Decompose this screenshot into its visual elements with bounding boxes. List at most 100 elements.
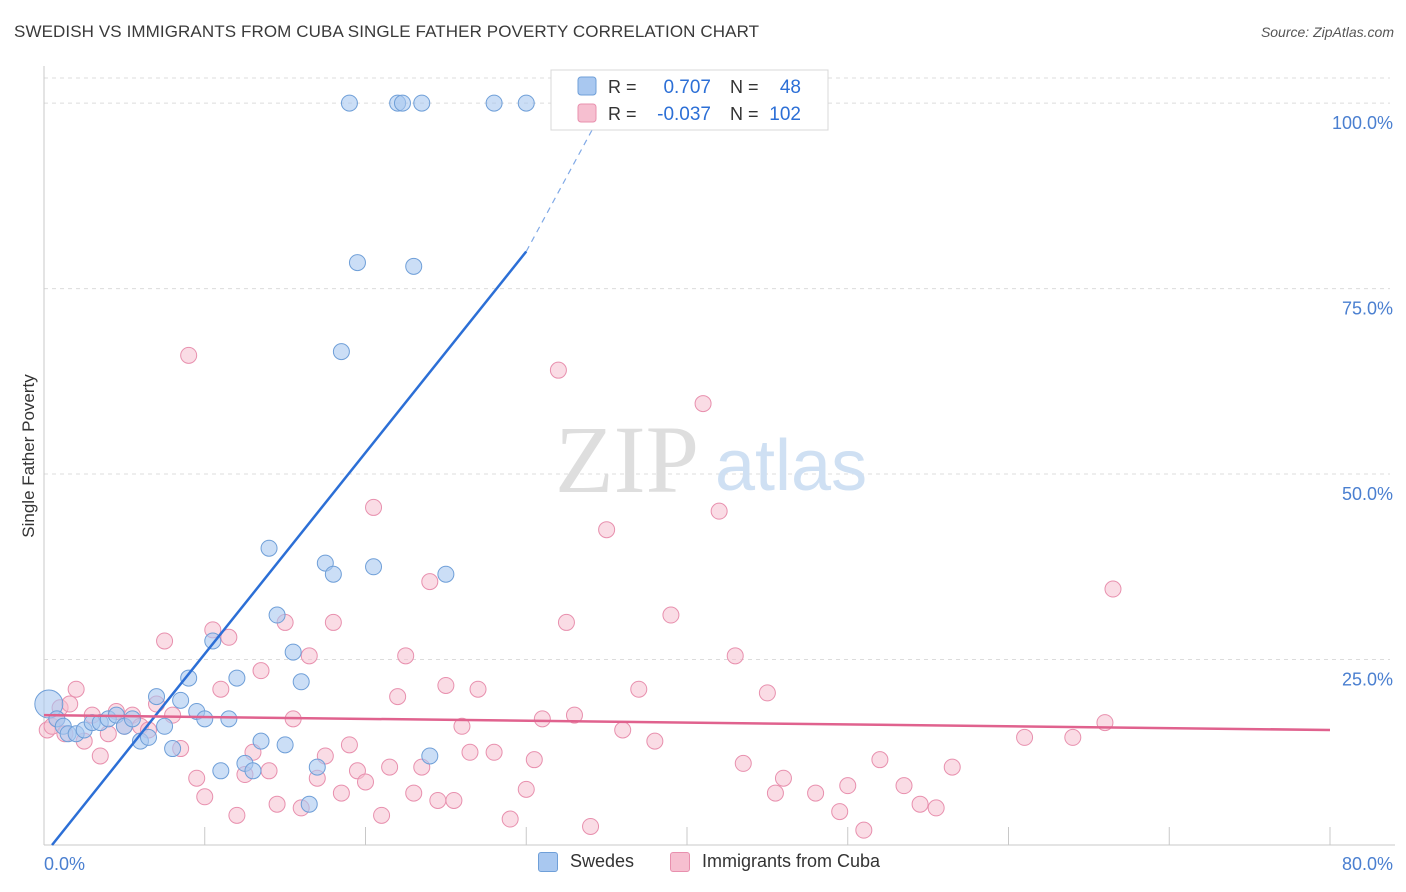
point-cuba — [1104, 580, 1122, 598]
point-swedes — [284, 643, 302, 661]
point-swedes — [340, 94, 358, 112]
legend-swatch-swedes — [577, 76, 597, 96]
point-cuba — [557, 613, 575, 631]
point-cuba — [357, 773, 374, 791]
point-cuba — [1064, 728, 1082, 746]
point-swedes — [348, 254, 366, 272]
point-cuba — [533, 710, 551, 728]
point-cuba — [943, 758, 961, 776]
point-swedes — [156, 717, 174, 735]
point-cuba — [839, 777, 857, 795]
point-cuba — [397, 647, 415, 665]
point-cuba — [766, 784, 784, 802]
point-cuba — [662, 606, 680, 624]
point-swedes — [228, 669, 246, 687]
point-cuba — [734, 754, 752, 772]
point-swedes — [300, 795, 318, 813]
point-cuba — [694, 395, 712, 413]
legend-r-value-swedes: 0.707 — [663, 77, 711, 98]
point-cuba — [196, 788, 214, 806]
x-tick-label: 80.0% — [1342, 854, 1393, 874]
point-cuba — [324, 613, 342, 631]
point-cuba — [180, 346, 198, 364]
legend-n-value-swedes: 48 — [780, 77, 801, 98]
point-swedes — [405, 257, 423, 275]
point-cuba — [220, 628, 238, 646]
legend-n-value-cuba: 102 — [769, 104, 801, 125]
point-cuba — [911, 795, 929, 813]
point-cuba — [340, 736, 358, 754]
bottom-legend-item-swedes: Swedes — [538, 851, 634, 872]
point-cuba — [517, 780, 535, 798]
point-swedes — [148, 688, 166, 706]
bottom-legend-label-swedes: Swedes — [570, 851, 635, 871]
point-cuba — [461, 743, 479, 761]
point-swedes — [244, 762, 262, 780]
point-swedes — [413, 94, 431, 112]
point-cuba — [582, 817, 600, 835]
point-swedes — [212, 762, 230, 780]
point-swedes — [172, 691, 190, 709]
point-cuba — [807, 784, 825, 802]
point-swedes — [393, 94, 411, 112]
point-swedes — [421, 747, 439, 765]
point-cuba — [895, 777, 913, 795]
point-cuba — [437, 676, 455, 694]
point-cuba — [365, 498, 383, 516]
point-cuba — [485, 743, 503, 761]
point-swedes — [485, 94, 503, 112]
point-cuba — [260, 762, 278, 780]
point-cuba — [726, 647, 744, 665]
point-cuba — [445, 791, 463, 809]
point-swedes — [180, 669, 198, 687]
trend-line-cuba — [43, 713, 1331, 732]
point-cuba — [630, 680, 648, 698]
point-cuba — [710, 502, 728, 520]
point-swedes — [308, 758, 326, 776]
watermark-atlas: atlas — [715, 426, 867, 506]
bottom-legend-item-cuba: Immigrants from Cuba — [670, 851, 880, 872]
point-cuba — [91, 747, 109, 765]
point-swedes — [164, 740, 182, 758]
trend-lines — [43, 102, 1331, 846]
point-cuba — [405, 784, 423, 802]
legend-n-label-swedes: N = — [730, 77, 759, 97]
point-swedes — [292, 673, 310, 691]
point-swedes — [437, 565, 455, 583]
point-swedes — [276, 736, 294, 754]
point-cuba — [373, 806, 391, 824]
point-cuba — [565, 706, 583, 724]
y-tick-label: 100.0% — [1332, 113, 1393, 133]
point-cuba — [429, 791, 447, 809]
legend-n-label-cuba: N = — [730, 104, 759, 124]
point-cuba — [598, 521, 616, 539]
bottom-legend: Swedes Immigrants from Cuba — [0, 851, 1406, 881]
point-cuba — [614, 721, 632, 739]
point-cuba — [381, 758, 399, 776]
point-swedes — [220, 710, 238, 728]
tick-labels: 25.0% 50.0% 75.0% 100.0% 0.0% 80.0% — [44, 113, 1393, 874]
point-cuba — [646, 732, 664, 750]
point-cuba — [927, 799, 945, 817]
y-tick-label: 25.0% — [1342, 670, 1393, 690]
point-cuba — [549, 361, 567, 379]
point-cuba — [469, 680, 487, 698]
point-cuba — [156, 632, 174, 650]
point-cuba — [1016, 728, 1034, 746]
point-cuba — [67, 680, 85, 698]
point-swedes — [260, 539, 278, 557]
point-cuba — [188, 769, 206, 787]
point-cuba — [389, 688, 407, 706]
legend-swatch-cuba — [577, 103, 597, 123]
point-swedes — [517, 94, 535, 112]
point-cuba — [525, 751, 543, 769]
y-tick-label: 75.0% — [1342, 299, 1393, 319]
point-cuba — [332, 784, 350, 802]
stats-legend: R = 0.707 N = 48 R = -0.037 N = 102 — [550, 69, 829, 131]
bottom-legend-swatch-cuba — [670, 851, 690, 872]
y-tick-label: 50.0% — [1342, 484, 1393, 504]
point-swedes — [332, 343, 350, 361]
point-cuba — [831, 803, 849, 821]
point-cuba — [453, 717, 471, 735]
